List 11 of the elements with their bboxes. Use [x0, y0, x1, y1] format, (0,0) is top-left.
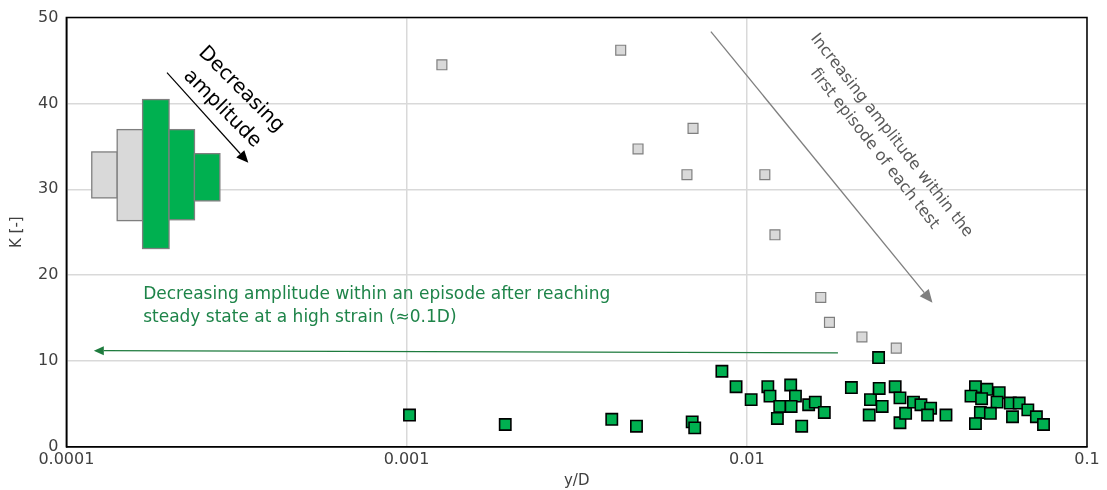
- y-axis-title: K [-]: [6, 216, 25, 249]
- annotation: Decreasing amplitude within an episode after reaching steady state at a high strain (≈0.1D): [143, 282, 611, 326]
- y-tick-label: 30: [38, 178, 59, 198]
- x-tick-label: 0.1: [1074, 448, 1100, 468]
- x-axis-title: y/D: [563, 470, 590, 489]
- y-tick-label: 40: [38, 92, 59, 112]
- y-tick-label: 50: [38, 6, 59, 26]
- y-tick-label: 20: [38, 264, 59, 284]
- y-tick-label: 10: [38, 350, 59, 370]
- x-tick-label: 0.01: [728, 448, 765, 468]
- x-tick-label: 0.001: [383, 448, 430, 468]
